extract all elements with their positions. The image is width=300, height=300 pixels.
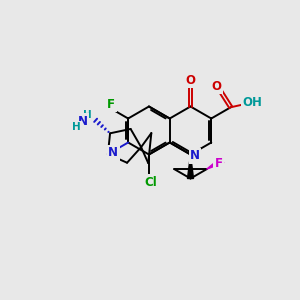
Text: OH: OH [243,96,262,109]
Text: N: N [190,149,200,163]
Text: H: H [72,122,80,132]
Text: Cl: Cl [144,176,157,189]
Text: H: H [83,110,92,120]
Text: O: O [212,80,222,93]
Text: F: F [214,157,223,170]
Text: N: N [78,115,88,128]
Text: F: F [107,98,115,111]
Text: N: N [108,146,118,159]
Polygon shape [188,154,194,178]
Polygon shape [207,158,224,169]
Text: O: O [185,74,196,87]
